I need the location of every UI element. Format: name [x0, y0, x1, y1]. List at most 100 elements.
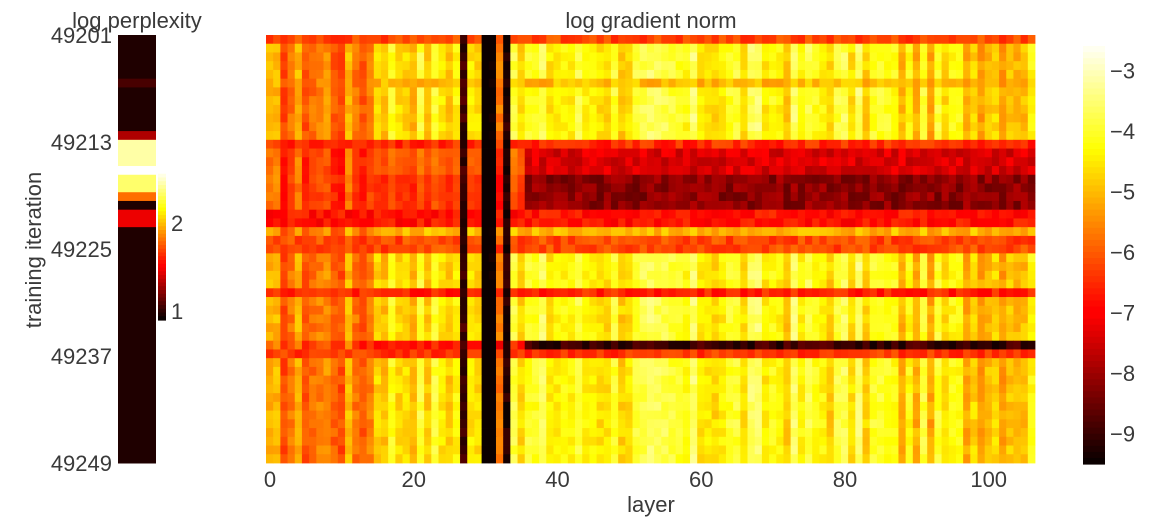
gradient-cell — [984, 375, 993, 385]
gradient-cell — [675, 270, 684, 280]
gradient-cell — [481, 279, 490, 289]
gradient-cell — [539, 270, 547, 280]
gradient-cell — [460, 52, 468, 62]
gradient-cell — [970, 157, 978, 167]
gradient-cell — [963, 166, 971, 176]
gradient-cell — [848, 270, 856, 280]
gradient-cell — [646, 166, 655, 176]
gradient-cell — [632, 253, 641, 263]
gradient-cell — [819, 297, 827, 307]
gradient-cell — [366, 96, 375, 106]
gradient-cell — [646, 270, 655, 280]
gradient-cell — [718, 279, 727, 289]
gradient-cell — [539, 78, 547, 88]
gradient-cell — [301, 235, 310, 246]
gradient-cell — [891, 244, 899, 254]
gradient-cell — [553, 384, 562, 394]
gradient-cell — [661, 384, 669, 394]
gradient-cell — [309, 375, 317, 385]
gradient-cell — [524, 61, 533, 71]
gradient-cell — [991, 358, 1000, 368]
gradient-cell — [316, 288, 324, 298]
gradient-cell — [603, 148, 612, 158]
gradient-cell — [740, 113, 748, 123]
gradient-cell — [625, 104, 633, 115]
gradient-cell — [999, 340, 1007, 350]
gradient-cell — [273, 209, 281, 219]
gradient-cell — [337, 157, 346, 167]
gradient-cell — [510, 192, 518, 202]
gradient-cell — [934, 366, 942, 377]
gradient-cell — [266, 122, 274, 132]
gradient-cell — [337, 61, 346, 71]
gradient-cell — [941, 104, 950, 115]
gradient-cell — [927, 375, 935, 385]
gradient-cell — [452, 52, 461, 62]
gradient-cell — [294, 436, 303, 446]
gradient-cell — [359, 428, 368, 438]
gradient-cell — [891, 113, 899, 123]
gradient-cell — [273, 270, 281, 280]
gradient-cell — [697, 323, 705, 333]
gradient-cell — [1013, 61, 1022, 71]
gradient-cell — [740, 323, 748, 333]
gradient-cell — [639, 419, 648, 429]
gradient-cell — [618, 113, 626, 123]
gradient-cell — [646, 192, 655, 202]
gradient-cell — [654, 314, 662, 324]
gradient-cell — [632, 428, 641, 438]
gradient-cell — [1020, 340, 1029, 350]
gradient-cell — [805, 78, 813, 88]
gradient-cell — [833, 393, 842, 403]
gradient-cell — [388, 270, 396, 280]
gradient-cell — [567, 393, 576, 403]
gradient-cell — [790, 340, 799, 350]
gradient-cell — [661, 253, 669, 263]
gradient-cell — [934, 244, 942, 254]
gradient-cell — [517, 384, 526, 394]
gradient-cell — [963, 43, 971, 53]
gradient-cell — [280, 166, 288, 176]
gradient-cell — [912, 87, 921, 97]
gradient-cell — [718, 253, 727, 263]
gradient-cell — [869, 375, 878, 385]
gradient-cell — [266, 331, 274, 342]
gradient-cell — [603, 43, 612, 53]
gradient-cell — [884, 253, 892, 263]
gradient-cell — [316, 253, 324, 263]
gradient-cell — [366, 270, 375, 280]
gradient-cell — [366, 235, 375, 246]
gradient-cell — [589, 253, 597, 263]
gradient-cell — [625, 183, 633, 193]
gradient-cell — [920, 52, 928, 62]
gradient-cell — [603, 358, 612, 368]
gradient-cell — [632, 131, 641, 141]
gradient-cell — [503, 428, 511, 438]
gradient-cell — [380, 192, 389, 202]
gradient-cell — [675, 393, 684, 403]
gradient-cell — [934, 166, 942, 176]
gradient-cell — [330, 323, 339, 333]
gradient-cell — [330, 131, 339, 141]
gradient-cell — [963, 419, 971, 429]
gradient-cell — [438, 218, 447, 228]
gradient-cell — [790, 428, 799, 438]
gradient-cell — [388, 104, 396, 115]
gradient-cell — [747, 209, 756, 219]
gradient-cell — [366, 410, 375, 420]
gradient-cell — [560, 410, 569, 420]
gradient-cell — [575, 61, 583, 71]
gradient-cell — [898, 192, 907, 202]
gradient-cell — [733, 192, 741, 202]
gradient-cell — [539, 183, 547, 193]
gradient-cell — [539, 192, 547, 202]
gradient-cell — [661, 113, 669, 123]
perplexity-colorbar-step-15 — [158, 226, 166, 231]
gradient-cell — [524, 262, 533, 272]
gradient-cell — [1006, 314, 1014, 324]
gradient-cell — [589, 131, 597, 141]
gradient-cell — [373, 113, 382, 123]
gradient-title: log gradient norm — [565, 8, 736, 33]
gradient-cell — [790, 131, 799, 141]
gradient-cell — [625, 227, 633, 237]
